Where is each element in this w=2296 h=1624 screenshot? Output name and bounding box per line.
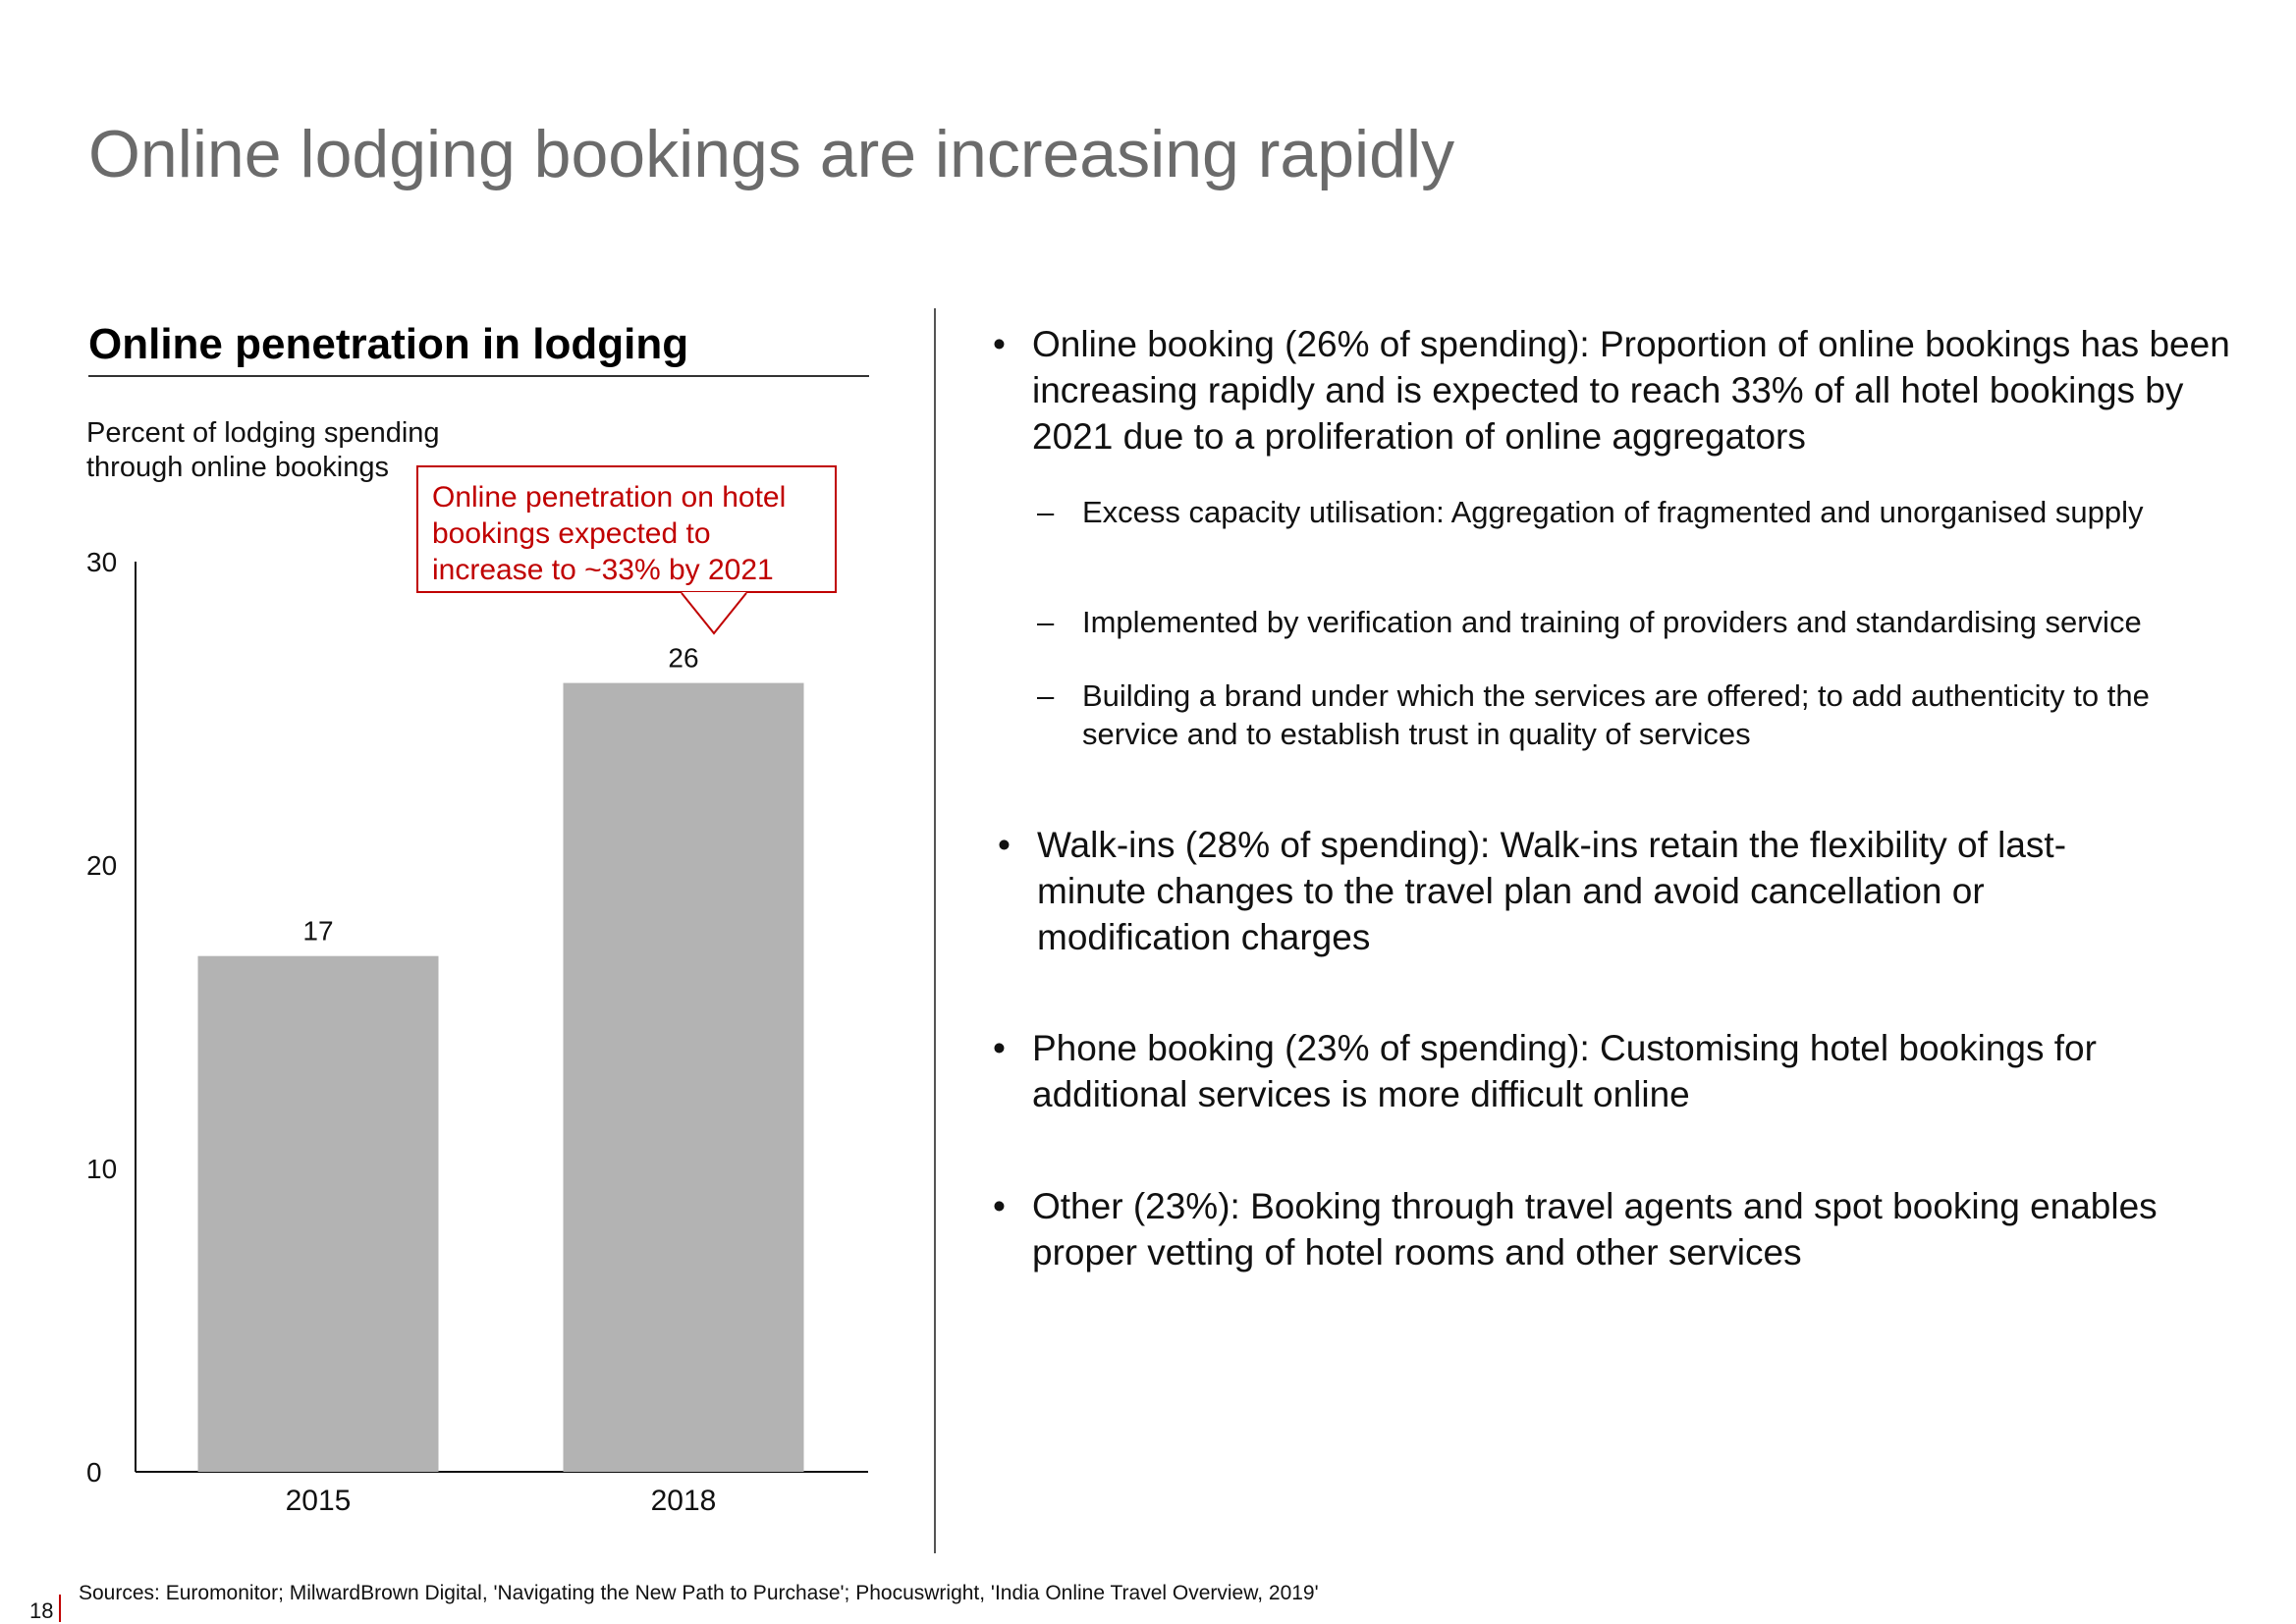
- slide-title: Online lodging bookings are increasing r…: [88, 117, 1455, 191]
- sources-note: Sources: Euromonitor; MilwardBrown Digit…: [79, 1582, 1319, 1604]
- bullet-marker: •: [993, 1186, 1006, 1226]
- bullet-other: • Other (23%): Booking through travel ag…: [993, 1183, 2250, 1275]
- dash-marker: –: [1037, 495, 1055, 529]
- data-label: 26: [668, 643, 698, 674]
- bullet-phone-booking: • Phone booking (23% of spending): Custo…: [993, 1025, 2211, 1117]
- x-tick-label: 2018: [651, 1485, 717, 1517]
- sub-bullet-text: Implemented by verification and training…: [1082, 605, 2142, 639]
- sub-bullet-text: Building a brand under which the service…: [1082, 678, 2150, 751]
- bullet-marker: •: [993, 324, 1006, 364]
- y-tick-label: 30: [86, 547, 117, 577]
- y-tick-label: 10: [86, 1154, 117, 1184]
- bar-chart: 0 10 20 30 17 2015 26 2018: [86, 547, 868, 1517]
- chart-heading: Online penetration in lodging: [88, 320, 689, 368]
- dash-marker: –: [1037, 678, 1055, 713]
- panel-divider: [934, 308, 936, 1553]
- data-label: 17: [302, 916, 333, 947]
- sub-bullet-text: Excess capacity utilisation: Aggregation…: [1082, 495, 2144, 529]
- callout-annotation: Online penetration on hotel bookings exp…: [416, 465, 837, 593]
- x-tick-label: 2015: [286, 1485, 352, 1517]
- bar-2018: [563, 682, 804, 1472]
- bullet-text: Phone booking (23% of spending): Customi…: [1032, 1028, 2097, 1114]
- bullet-online-booking: • Online booking (26% of spending): Prop…: [993, 321, 2240, 460]
- bullet-walk-ins: • Walk-ins (28% of spending): Walk-ins r…: [998, 822, 2147, 960]
- bullet-marker: •: [993, 1028, 1006, 1068]
- sub-bullet-capacity: – Excess capacity utilisation: Aggregati…: [1037, 493, 2192, 531]
- dash-marker: –: [1037, 605, 1055, 639]
- page-number: 18: [29, 1598, 54, 1623]
- bullet-text: Online booking (26% of spending): Propor…: [1032, 324, 2230, 457]
- sub-bullet-brand: – Building a brand under which the servi…: [1037, 677, 2192, 753]
- bullet-text: Walk-ins (28% of spending): Walk-ins ret…: [1037, 825, 2067, 957]
- page-number-bar: [59, 1595, 61, 1622]
- bullet-marker: •: [998, 825, 1011, 865]
- sub-bullet-verification: – Implemented by verification and traini…: [1037, 603, 2261, 641]
- y-axis-caption: Percent of lodging spending through onli…: [86, 417, 440, 483]
- y-tick-label: 20: [86, 850, 117, 881]
- y-tick-label: 0: [86, 1457, 102, 1488]
- chart-heading-rule: [88, 375, 869, 377]
- bar-2015: [197, 955, 439, 1472]
- bullet-text: Other (23%): Booking through travel agen…: [1032, 1186, 2158, 1272]
